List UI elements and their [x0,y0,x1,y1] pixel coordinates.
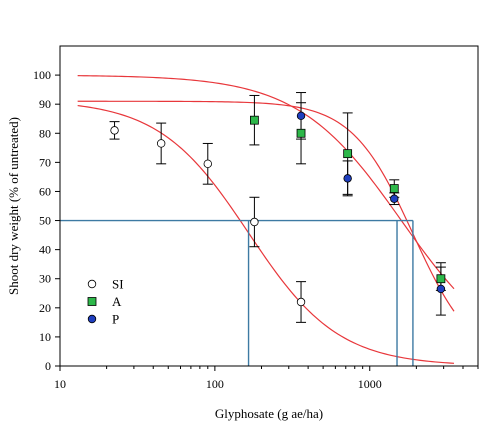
y-tick-label: 100 [33,68,51,82]
legend-label-si: SI [112,277,124,292]
point-a [436,274,446,284]
x-tick-label: 10 [54,377,66,391]
y-tick-label: 10 [39,330,51,344]
legend-label-p: P [112,312,119,327]
gr50-lines [60,219,414,366]
y-tick-label: 60 [39,184,51,198]
legend-marker-p [87,314,97,324]
y-axis: 0 10 20 30 40 50 60 70 80 90 100 [33,68,60,373]
legend: SI AP [87,277,124,327]
error-bars [109,92,446,323]
point-si [296,297,306,307]
point-a [343,149,353,159]
point-p [436,284,446,294]
x-axis-label: Glyphosate (g ae/ha) [215,406,323,421]
point-p [343,174,352,183]
y-axis-label: Shoot dry weight (% of untreated) [6,117,21,295]
point-a [250,115,259,125]
x-axis: 10 100 1000 [54,366,479,391]
legend-label-a: A [112,294,122,309]
point-si [156,139,166,148]
y-tick-label: 20 [39,301,51,315]
point-a [389,184,399,193]
data-points [110,111,446,307]
legend-marker-si [87,279,97,289]
y-tick-label: 90 [39,97,51,111]
y-tick-label: 0 [45,359,51,373]
point-si [203,159,212,169]
point-p [296,111,306,121]
y-tick-label: 50 [39,214,51,228]
fit-curve [77,75,455,290]
fit-curve [77,104,455,364]
legend-marker-a [87,297,97,306]
y-tick-label: 40 [39,243,51,257]
y-tick-label: 80 [39,126,51,140]
x-tick-label: 1000 [358,377,382,391]
y-tick-label: 30 [39,272,51,286]
y-tick-label: 70 [39,155,51,169]
point-si [250,217,259,227]
x-tick-label: 100 [206,377,224,391]
plot-frame [59,45,479,367]
point-p [390,194,399,203]
point-si [110,126,119,135]
point-a [296,128,306,138]
